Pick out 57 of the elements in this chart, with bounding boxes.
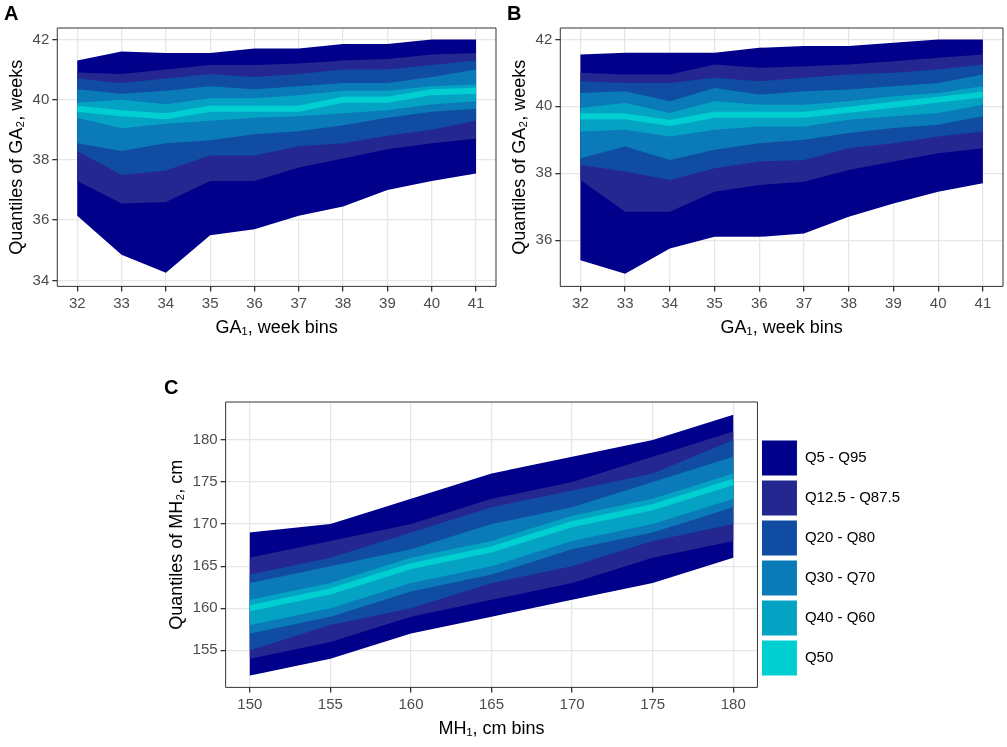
y-tick-label: 165: [192, 556, 218, 574]
x-tick-label: 38: [840, 293, 858, 311]
x-tick-label: 155: [317, 694, 343, 712]
x-tick-label: 35: [706, 293, 723, 311]
y-tick-label: 175: [192, 472, 218, 490]
x-tick-label: 37: [795, 293, 813, 311]
y-tick-label: 36: [535, 230, 553, 248]
y-axis-title: Quantiles of MH₂, cm: [165, 459, 186, 630]
x-tick-label: 39: [379, 293, 396, 311]
x-tick-label: 180: [720, 694, 746, 712]
x-tick-label: 150: [237, 694, 263, 712]
y-tick-label: 160: [192, 598, 218, 616]
x-tick-label: 32: [572, 293, 589, 311]
legend-label: Q40 - Q60: [804, 608, 875, 626]
y-tick-label: 42: [32, 29, 50, 47]
x-tick-label: 39: [885, 293, 902, 311]
legend-label: Q30 - Q70: [804, 568, 875, 586]
y-axis-title: Quantiles of GA₂, weeks: [508, 59, 529, 255]
x-axis-title: GA₁, week bins: [215, 317, 338, 338]
legend-label: Q50: [804, 648, 834, 666]
x-tick-label: 40: [929, 293, 947, 311]
legend-label: Q5 - Q95: [804, 448, 867, 466]
x-tick-label: 36: [246, 293, 263, 311]
y-axis-title: Quantiles of GA₂, weeks: [5, 59, 26, 255]
x-tick-label: 165: [479, 694, 505, 712]
x-tick-label: 33: [113, 293, 130, 311]
x-axis-title: MH₁, cm bins: [438, 718, 545, 739]
y-tick-label: 170: [192, 514, 218, 532]
x-tick-label: 33: [616, 293, 634, 311]
x-tick-label: 38: [334, 293, 352, 311]
x-tick-label: 34: [157, 293, 175, 311]
x-tick-label: 41: [467, 293, 485, 311]
x-tick-label: 37: [290, 293, 308, 311]
legend-label: Q20 - Q80: [804, 528, 875, 546]
legend-label: Q12.5 - Q87.5: [804, 488, 901, 506]
x-tick-label: 170: [559, 694, 585, 712]
y-tick-label: 38: [535, 163, 553, 181]
y-tick-label: 34: [32, 270, 50, 288]
y-tick-label: 40: [32, 89, 50, 107]
x-tick-label: 35: [201, 293, 219, 311]
x-axis-title: GA₁, week bins: [720, 317, 843, 338]
chart-title: A: [4, 1, 19, 24]
x-tick-label: 40: [423, 293, 441, 311]
x-tick-label: 36: [750, 293, 768, 311]
x-tick-label: 175: [640, 694, 666, 712]
x-tick-label: 41: [974, 293, 992, 311]
y-tick-label: 38: [32, 150, 50, 168]
y-tick-label: 180: [192, 430, 218, 448]
y-tick-label: 155: [192, 640, 218, 658]
y-tick-label: 42: [535, 29, 553, 47]
chart-title: B: [507, 1, 522, 24]
y-tick-label: 36: [32, 210, 50, 228]
y-tick-label: 40: [535, 96, 553, 114]
x-tick-label: 160: [398, 694, 424, 712]
x-tick-label: 34: [661, 293, 679, 311]
chart-title: C: [164, 375, 179, 398]
x-tick-label: 32: [68, 293, 86, 311]
